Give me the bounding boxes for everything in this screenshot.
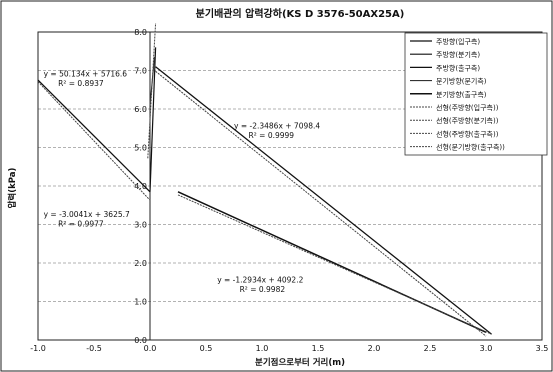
- y-tick-label: 5.0: [134, 144, 147, 153]
- equation-annotations: y = 50.134x + 5716.6R² = 0.8937 y = -2.34…: [44, 69, 321, 294]
- series-line: [155, 66, 493, 335]
- trendline-annotation: R² = 0.9982: [240, 285, 286, 294]
- trendline-annotation: y = -2.3486x + 7098.4: [234, 121, 320, 130]
- legend-label: 분기방향(출구측): [436, 90, 487, 99]
- plot-area: [37, 31, 543, 341]
- y-tick-label: 8.0: [134, 28, 147, 37]
- trendline-annotation: R² = 0.9977: [58, 219, 104, 228]
- x-tick-label: 1.0: [256, 344, 269, 353]
- legend-label: 선형(주방향(출구측)): [436, 129, 499, 138]
- legend: 주방향(입구측) 주방향(분기측) 주방향(출구측) 분기방향(분기측) 분기방향(출구…: [410, 37, 505, 152]
- x-tick-label: 3.5: [536, 344, 549, 353]
- trendline-annotation: y = -3.0041x + 3625.7: [44, 210, 130, 219]
- x-tick-label: 1.5: [312, 344, 325, 353]
- series-line: [155, 70, 487, 337]
- y-tick-label: 1.0: [134, 298, 147, 307]
- y-axis-ticks: 0.0 1.0 2.0 3.0 4.0 5.0 6.0 7.0 8.0: [134, 28, 147, 345]
- x-tick-label: 0.0: [144, 344, 157, 353]
- series-lines: [37, 23, 493, 337]
- legend-label: 주방향(입구측): [436, 37, 480, 46]
- series-line: [147, 23, 157, 159]
- y-tick-label: 6.0: [134, 105, 147, 114]
- trendline-annotation: y = 50.134x + 5716.6: [44, 69, 128, 78]
- x-tick-label: 2.0: [368, 344, 381, 353]
- y-tick-label: 3.0: [134, 221, 147, 230]
- legend-label: 선형(분기방향(출구측)): [436, 143, 505, 152]
- x-tick-label: -0.5: [86, 344, 102, 353]
- y-tick-label: 4.0: [134, 182, 147, 191]
- x-axis-ticks: -1.0 -0.5 0.0 0.5 1.0 1.5 2.0 2.5 3.0 3.5: [30, 344, 548, 353]
- series-line: [37, 81, 151, 201]
- series-line: [149, 56, 156, 106]
- trendline-annotation: R² = 0.8937: [58, 79, 104, 88]
- x-tick-label: -1.0: [30, 344, 46, 353]
- legend-label: 선형(주방향(분기측)): [436, 116, 499, 125]
- legend-label: 분기방향(분기측): [436, 77, 487, 86]
- y-tick-label: 7.0: [134, 67, 147, 76]
- legend-label: 주방향(출구측): [436, 63, 480, 72]
- x-axis-label: 분기점으로부터 거리(m): [255, 357, 345, 368]
- legend-label: 주방향(분기측): [436, 50, 480, 59]
- chart-title: 분기배관의 압력강하(KS D 3576-50AX25A): [196, 7, 405, 20]
- series-line: [37, 79, 151, 193]
- x-tick-label: 0.5: [200, 344, 213, 353]
- x-tick-label: 3.0: [480, 344, 493, 353]
- trendline-annotation: R² = 0.9999: [249, 131, 295, 140]
- trendline-annotation: y = -1.2934x + 4092.2: [217, 275, 303, 284]
- series-line: [177, 194, 492, 335]
- series-line: [149, 47, 157, 192]
- y-axis-label: 압력(kPa): [7, 167, 18, 208]
- legend-label: 선형(주방향(입구측)): [436, 103, 499, 112]
- y-tick-label: 0.0: [134, 336, 147, 345]
- x-tick-label: 2.5: [424, 344, 437, 353]
- y-tick-label: 2.0: [134, 259, 147, 268]
